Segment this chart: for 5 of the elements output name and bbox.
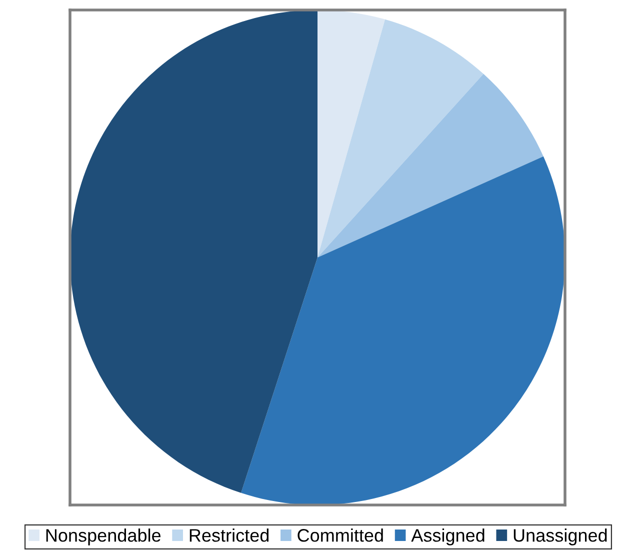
legend-label: Restricted [190,528,269,542]
legend-label: Committed [298,528,383,542]
legend-label: Nonspendable [46,528,161,546]
legend-label: Assigned [411,528,484,546]
legend-label: Unassigned [514,528,607,546]
